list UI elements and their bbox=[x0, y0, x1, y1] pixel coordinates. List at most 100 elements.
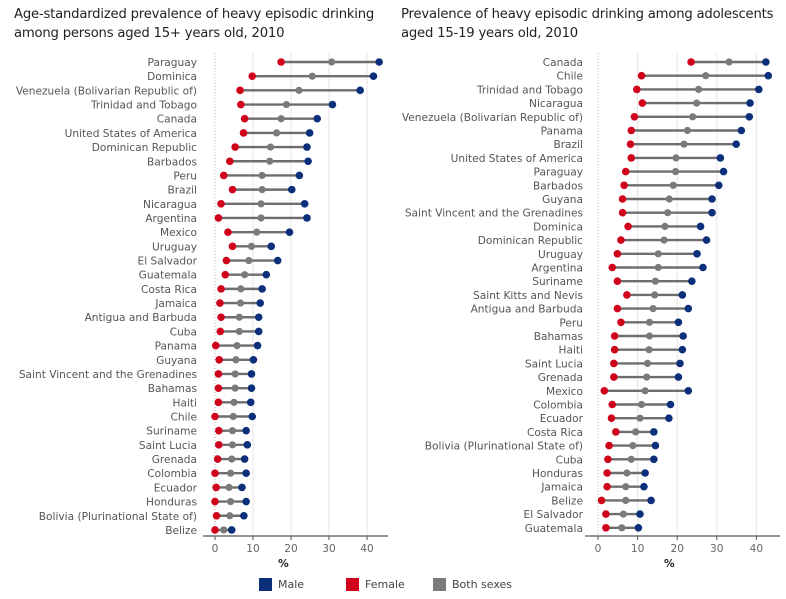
right-point-female bbox=[617, 318, 625, 327]
right-point-male bbox=[719, 167, 728, 176]
left-point-female bbox=[224, 228, 232, 236]
right-category-label: Nicaragua bbox=[529, 98, 583, 110]
right-category-label: Bolivia (Plurinational State of) bbox=[425, 441, 583, 453]
right-point-both-sexes bbox=[664, 209, 672, 217]
left-category-label: Belize bbox=[165, 525, 197, 537]
left-category-label: Chile bbox=[170, 412, 197, 424]
left-point-both-sexes bbox=[257, 200, 265, 208]
left-category-label: Costa Rica bbox=[141, 284, 197, 296]
right-category-label: Jamaica bbox=[540, 482, 583, 494]
left-point-female bbox=[211, 469, 219, 478]
left-point-male bbox=[287, 185, 296, 194]
right-chart-title: Prevalence of heavy episodic drinking am… bbox=[401, 7, 774, 41]
left-point-both-sexes bbox=[231, 384, 239, 392]
left-category-label: Peru bbox=[173, 170, 197, 182]
right-point-both-sexes bbox=[636, 414, 644, 422]
left-point-both-sexes bbox=[241, 271, 249, 279]
left-point-both-sexes bbox=[328, 58, 336, 66]
left-point-female bbox=[222, 256, 231, 265]
right-point-female bbox=[630, 113, 639, 121]
left-point-male bbox=[267, 242, 276, 251]
right-category-label: Venezuela (Bolivarian Republic of) bbox=[402, 112, 583, 124]
right-category-label: Dominican Republic bbox=[478, 235, 583, 247]
left-category-label: Venezuela (Bolivarian Republic of) bbox=[16, 85, 197, 97]
right-point-female bbox=[610, 332, 619, 340]
right-point-both-sexes bbox=[623, 469, 631, 477]
left-category-label: Honduras bbox=[146, 497, 197, 509]
right-point-male bbox=[684, 304, 693, 313]
right-point-both-sexes bbox=[627, 455, 635, 463]
right-point-both-sexes bbox=[643, 359, 652, 367]
left-point-female bbox=[214, 384, 223, 392]
left-point-female bbox=[248, 72, 257, 80]
right-category-label: Costa Rica bbox=[527, 427, 583, 439]
right-point-both-sexes bbox=[693, 99, 701, 107]
left-point-male bbox=[247, 370, 256, 378]
right-point-male bbox=[679, 332, 687, 340]
right-point-male bbox=[651, 441, 660, 450]
legend-item-female[interactable]: Female bbox=[346, 578, 405, 591]
left-category-label: Cuba bbox=[170, 326, 197, 338]
right-category-label: Cuba bbox=[556, 454, 583, 466]
right-point-both-sexes bbox=[618, 524, 626, 532]
left-category-label: Dominican Republic bbox=[92, 142, 197, 154]
right-point-male bbox=[754, 85, 763, 94]
left-category-label: Suriname bbox=[146, 426, 197, 438]
left-point-female bbox=[214, 370, 223, 378]
right-point-male bbox=[745, 113, 754, 121]
left-point-both-sexes bbox=[235, 313, 243, 321]
right-point-both-sexes bbox=[702, 72, 710, 80]
right-point-both-sexes bbox=[654, 263, 662, 272]
left-point-both-sexes bbox=[220, 526, 228, 534]
right-category-label: Belize bbox=[551, 495, 583, 507]
left-point-male bbox=[240, 511, 248, 520]
left-point-both-sexes bbox=[235, 327, 243, 336]
right-point-female bbox=[608, 400, 617, 409]
left-category-label: Mexico bbox=[160, 227, 197, 239]
left-point-both-sexes bbox=[277, 115, 285, 123]
right-point-female bbox=[617, 236, 625, 244]
right-tick-label: 10 bbox=[631, 543, 645, 555]
left-category-label: Bahamas bbox=[148, 383, 197, 395]
left-point-both-sexes bbox=[228, 427, 237, 435]
right-point-male bbox=[732, 140, 741, 148]
right-point-male bbox=[674, 373, 683, 381]
left-point-both-sexes bbox=[258, 186, 266, 194]
right-category-label: Haiti bbox=[559, 345, 584, 357]
right-point-female bbox=[620, 181, 628, 190]
left-point-male bbox=[356, 86, 364, 95]
right-point-both-sexes bbox=[641, 387, 649, 395]
left-point-male bbox=[242, 426, 250, 435]
legend-swatch-both-sexes bbox=[433, 578, 446, 591]
right-point-male bbox=[666, 400, 675, 409]
right-point-male bbox=[684, 387, 693, 395]
left-point-both-sexes bbox=[237, 285, 245, 293]
legend-label-male: Male bbox=[278, 578, 305, 591]
legend-item-both-sexes[interactable]: Both sexes bbox=[433, 578, 512, 591]
left-point-both-sexes bbox=[295, 86, 303, 94]
left-point-male bbox=[249, 355, 258, 364]
right-point-both-sexes bbox=[725, 58, 733, 66]
right-point-female bbox=[613, 277, 622, 286]
right-point-both-sexes bbox=[651, 291, 659, 299]
left-category-label: Panama bbox=[155, 341, 197, 353]
left-point-female bbox=[231, 143, 239, 151]
left-point-female bbox=[217, 313, 225, 322]
left-point-female bbox=[215, 426, 223, 435]
legend-item-male[interactable]: Male bbox=[259, 578, 304, 591]
left-point-male bbox=[300, 200, 309, 208]
right-point-both-sexes bbox=[649, 305, 657, 313]
right-category-label: Ecuador bbox=[540, 413, 584, 425]
right-point-male bbox=[640, 482, 648, 491]
left-point-male bbox=[305, 129, 314, 137]
right-point-female bbox=[603, 469, 611, 477]
left-chart-title: Age-standardized prevalence of heavy epi… bbox=[14, 7, 375, 41]
left-point-female bbox=[217, 200, 225, 208]
right-category-label: Brazil bbox=[553, 139, 583, 151]
left-point-female bbox=[228, 185, 237, 194]
left-category-label: United States of America bbox=[65, 128, 197, 140]
left-point-male bbox=[285, 228, 294, 236]
right-point-both-sexes bbox=[689, 113, 697, 121]
left-point-female bbox=[212, 511, 221, 520]
right-point-male bbox=[688, 277, 696, 286]
